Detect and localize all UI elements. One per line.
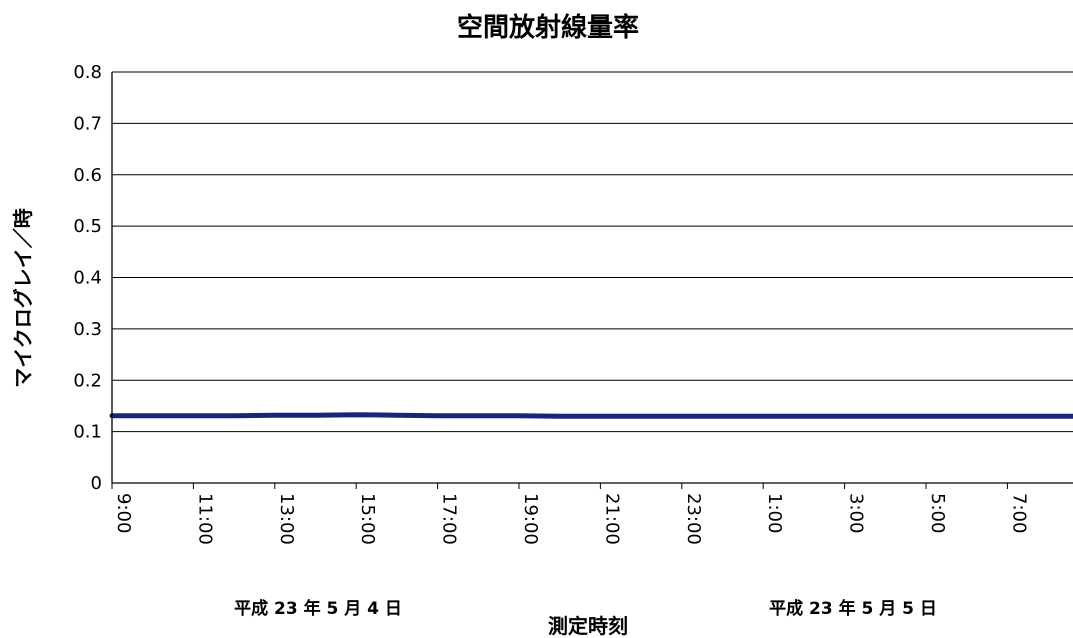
series-line [109, 412, 1073, 419]
date-label-day2: 平成 23 年 5 月 5 日 [769, 598, 937, 619]
x-tick-label: 9:00 [113, 493, 134, 533]
date-label-day1: 平成 23 年 5 月 4 日 [234, 598, 402, 619]
y-tick-label: 0 [91, 473, 102, 494]
x-axis-title: 測定時刻 [548, 614, 628, 638]
x-tick-label: 23:00 [683, 493, 704, 545]
y-tick-label: 0.3 [73, 319, 102, 340]
y-axis-title: マイクログレイ／時 [11, 208, 35, 388]
x-axis-ticks: 9:00 11:00 13:00 15:00 17:00 19:00 21:00 23:00 1… [111, 483, 1029, 545]
x-tick-label: 3:00 [846, 493, 867, 533]
x-tick-label: 1:00 [764, 493, 785, 533]
series-layer [109, 412, 1073, 419]
x-tick-label: 13:00 [276, 493, 297, 545]
y-tick-label: 0.5 [73, 216, 102, 237]
x-tick-label: 7:00 [1008, 493, 1029, 533]
y-tick-label: 0.2 [73, 370, 102, 391]
chart-title: 空間放射線量率 [457, 12, 639, 43]
x-tick-label: 15:00 [357, 493, 378, 545]
x-tick-label: 19:00 [520, 493, 541, 545]
x-tick-label: 11:00 [194, 493, 215, 545]
y-tick-label: 0.4 [73, 268, 102, 289]
y-tick-label: 0.6 [73, 165, 102, 186]
grid-lines [112, 71, 1073, 433]
y-tick-label: 0.8 [73, 62, 102, 83]
x-tick-label: 5:00 [927, 493, 948, 533]
y-tick-label: 0.1 [73, 422, 102, 443]
x-tick-label: 17:00 [439, 493, 460, 545]
y-axis-ticks: 0 0.1 0.2 0.3 0.4 0.5 0.6 0.7 0.8 [73, 62, 102, 494]
y-tick-label: 0.7 [73, 113, 102, 134]
x-tick-label: 21:00 [601, 493, 622, 545]
